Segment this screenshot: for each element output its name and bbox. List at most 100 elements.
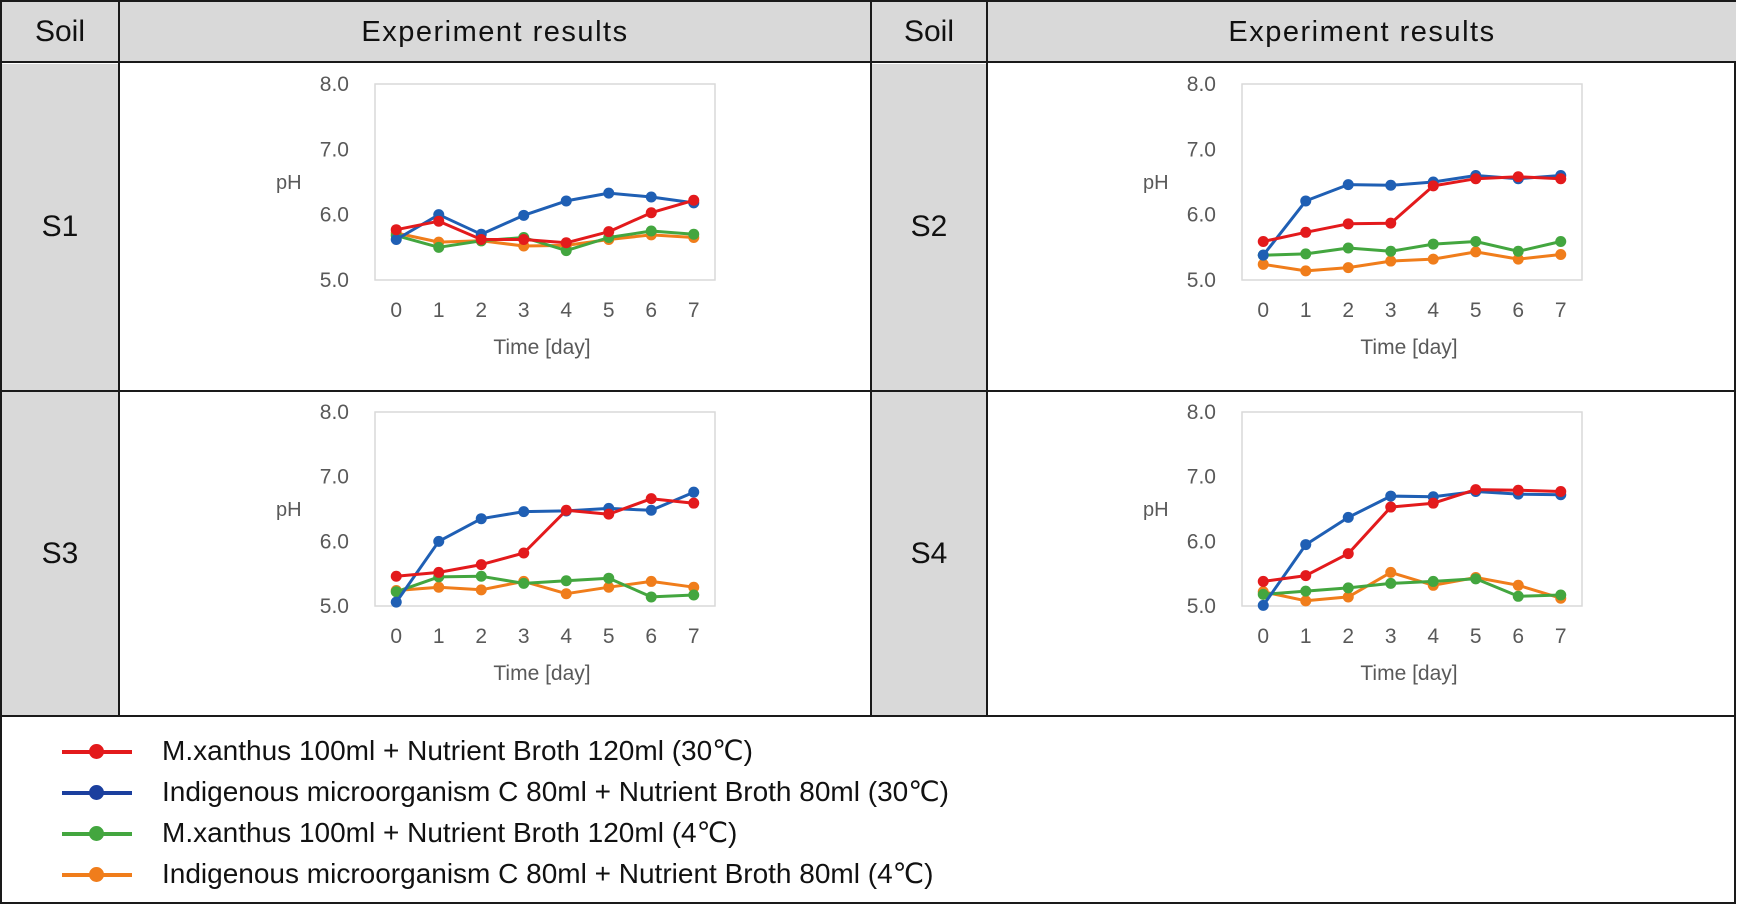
x-tick-label: 6 xyxy=(645,299,657,322)
data-point xyxy=(560,504,572,516)
data-point xyxy=(1512,245,1524,257)
data-point xyxy=(645,591,657,603)
divider xyxy=(118,2,120,717)
chart-s4: 5.0 6.0 7.0 8.0 pH 0 1 2 3 4 5 6 7 Time [day] xyxy=(1143,401,1583,685)
data-point xyxy=(475,559,487,571)
legend-label: Indigenous microorganism C 80ml + Nutrie… xyxy=(162,776,949,807)
x-tick-label: 1 xyxy=(433,625,445,648)
x-tick-label: 0 xyxy=(390,299,402,322)
data-point xyxy=(390,224,402,236)
data-point xyxy=(1300,585,1312,597)
y-tick-label: 6.0 xyxy=(320,204,349,227)
data-point xyxy=(433,581,445,593)
series-line xyxy=(1263,488,1561,583)
series-line xyxy=(396,579,695,596)
y-tick-label: 8.0 xyxy=(1187,73,1216,96)
series-line xyxy=(395,231,694,248)
data-point xyxy=(1385,245,1397,257)
x-tick-label: 7 xyxy=(1555,625,1567,648)
plot-frame xyxy=(1241,411,1583,607)
data-point xyxy=(1342,179,1354,191)
data-point xyxy=(1470,573,1482,585)
series-line xyxy=(1263,577,1561,598)
y-tick-label: 8.0 xyxy=(320,401,349,424)
data-point xyxy=(603,572,615,584)
data-point xyxy=(645,575,657,587)
data-point xyxy=(1555,235,1567,247)
y-tick-label: 7.0 xyxy=(1187,466,1216,489)
data-point xyxy=(645,191,657,203)
data-point xyxy=(433,241,445,253)
legend-swatch-blue xyxy=(62,782,132,802)
y-tick-label: 5.0 xyxy=(320,269,349,292)
x-tick-label: 5 xyxy=(1470,299,1482,322)
data-point xyxy=(1257,249,1269,261)
data-point xyxy=(560,237,572,249)
header-soil-left: Soil xyxy=(2,2,118,62)
data-point xyxy=(688,581,700,593)
data-point xyxy=(1300,195,1312,207)
data-point xyxy=(1555,486,1567,498)
series-line xyxy=(1263,240,1562,257)
chart-s3: 5.0 6.0 7.0 8.0 pH 0 1 2 3 4 5 6 7 Time [day] xyxy=(276,401,716,685)
data-point xyxy=(560,245,572,257)
x-tick-label: 1 xyxy=(1300,299,1312,322)
series-line xyxy=(395,574,694,599)
y-tick-label: 6.0 xyxy=(1187,204,1216,227)
legend-label: Indigenous microorganism C 80ml + Nutrie… xyxy=(162,858,934,889)
data-point xyxy=(1512,579,1524,591)
y-tick-label: 6.0 xyxy=(320,530,349,553)
x-tick-label: 5 xyxy=(603,299,615,322)
y-tick-label: 5.0 xyxy=(1187,269,1216,292)
x-tick-label: 0 xyxy=(1257,299,1269,322)
data-point xyxy=(1470,246,1482,258)
data-point xyxy=(433,535,445,547)
soil-label-s4: S4 xyxy=(872,392,986,716)
y-tick-label: 7.0 xyxy=(320,138,349,161)
y-tick-label: 5.0 xyxy=(320,595,349,618)
data-point xyxy=(603,187,615,199)
legend-label: M.xanthus 100ml + Nutrient Broth 120ml (… xyxy=(162,735,753,766)
data-point xyxy=(603,508,615,520)
data-point xyxy=(1427,253,1439,265)
x-axis-label: Time [day] xyxy=(493,336,590,359)
divider xyxy=(2,715,1736,717)
data-point xyxy=(645,493,657,505)
data-point xyxy=(1257,575,1269,587)
data-point xyxy=(645,225,657,237)
x-tick-label: 1 xyxy=(1300,625,1312,648)
data-point xyxy=(645,207,657,219)
data-point xyxy=(475,570,487,582)
x-tick-label: 2 xyxy=(475,625,487,648)
divider xyxy=(2,390,1736,392)
legend: M.xanthus 100ml + Nutrient Broth 120ml (… xyxy=(62,730,949,894)
data-point xyxy=(518,547,530,559)
data-point xyxy=(1300,248,1312,260)
legend-swatch-green xyxy=(62,823,132,843)
x-tick-label: 2 xyxy=(1342,625,1354,648)
soil-label-s1: S1 xyxy=(2,64,118,390)
x-axis-label: Time [day] xyxy=(493,662,590,685)
legend-item: Indigenous microorganism C 80ml + Nutrie… xyxy=(62,771,949,812)
divider xyxy=(870,2,872,717)
data-point xyxy=(1257,599,1269,611)
header-results-right: Experiment results xyxy=(988,2,1736,62)
data-point xyxy=(1512,253,1524,265)
data-point xyxy=(1342,591,1354,603)
y-axis-label: pH xyxy=(276,499,302,521)
data-point xyxy=(1512,171,1524,183)
data-point xyxy=(1342,262,1354,274)
series-line xyxy=(395,191,695,241)
y-tick-label: 6.0 xyxy=(1187,530,1216,553)
header-soil-right: Soil xyxy=(872,2,986,62)
chart-s2: 5.0 6.0 7.0 8.0 pH 0 1 2 3 4 5 6 7 Time [day] xyxy=(1143,73,1583,359)
data-point xyxy=(1385,255,1397,267)
x-axis-label: Time [day] xyxy=(1360,336,1457,359)
series-line xyxy=(1262,490,1561,607)
data-point xyxy=(1300,570,1312,582)
x-tick-label: 4 xyxy=(560,299,572,322)
y-axis-label: pH xyxy=(1143,172,1169,194)
data-point xyxy=(560,195,572,207)
data-point xyxy=(1427,575,1439,587)
